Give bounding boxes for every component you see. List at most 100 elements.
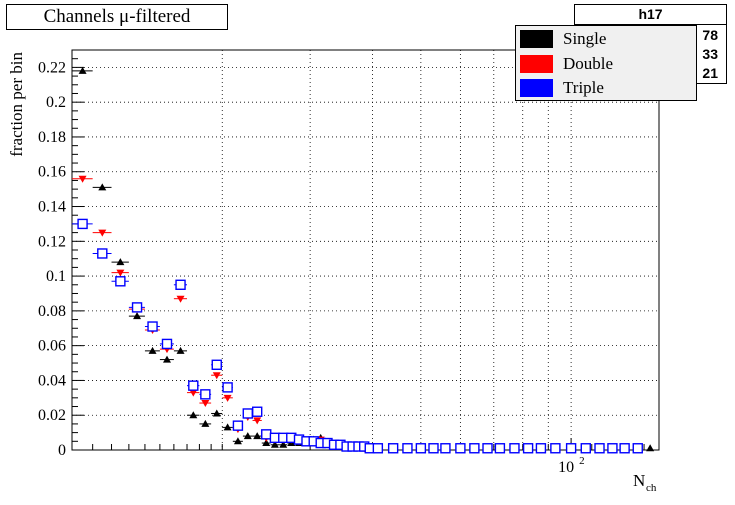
y-tick-label: 0.18 [38,129,66,146]
chart-title-box: Channels μ-filtered [6,4,228,30]
data-point-triple [580,443,591,454]
data-point-triple [494,443,506,454]
chart-title: Channels μ-filtered [43,6,191,27]
data-point-triple [147,321,158,332]
legend-entry-double: Double [520,54,696,74]
data-point-double [176,295,185,303]
y-tick-label: 0.2 [46,94,66,111]
data-point-double [253,417,262,425]
data-point-single [133,312,142,320]
data-point-triple [522,443,534,454]
legend-swatch-double [520,55,553,73]
data-point-triple [428,443,439,454]
label-layer: 0 0.02 0.04 0.06 0.08 0.1 0.12 0.14 0.16 0.18 0.2 0… [7,52,657,494]
data-point-double [78,175,87,183]
data-point-single [262,439,271,447]
legend-swatch-single [520,30,553,48]
legend: Single Double Triple [515,25,697,101]
x-tick-label: 10 [558,459,574,476]
legend-label-triple: Triple [563,78,604,97]
data-point-triple [607,443,618,454]
y-tick-label: 0.1 [46,268,66,285]
data-point-triple [535,443,547,454]
legend-swatch-triple [520,79,553,97]
data-point-single [646,444,655,452]
data-point-single [176,346,185,354]
data-point-triple [455,443,466,454]
data-point-triple [402,443,413,454]
data-point-triple [200,389,211,400]
data-point-single [279,440,288,448]
data-point-triple [550,443,561,454]
data-point-triple [188,380,199,391]
data-point-triple [482,443,493,454]
data-point-triple [632,443,643,454]
stats-row-1: 78 [702,27,718,43]
data-point-triple [387,443,399,454]
data-point-triple [619,443,630,454]
y-tick-label: 0 [58,442,66,459]
x-axis-label-subscript: ch [646,482,657,494]
data-point-triple [509,443,520,454]
y-tick-label: 0.14 [38,199,66,216]
data-point-single [189,411,198,419]
data-point-single [201,419,210,427]
y-tick-label: 0.12 [38,233,66,250]
y-tick-label: 0.22 [38,59,66,76]
data-point-triple [372,443,384,454]
data-point-triple [252,406,263,417]
y-tick-label: 0.08 [38,303,66,320]
y-axis-label: fraction per bin [7,52,26,157]
data-point-triple [232,420,244,431]
data-point-single [253,432,262,440]
data-point-single [78,66,87,74]
stats-row-2: 33 [702,46,718,62]
legend-label-double: Double [563,54,614,73]
data-point-triple [440,443,451,454]
data-point-double [212,372,221,380]
data-point-double [98,229,107,237]
data-point-triple [594,443,605,454]
y-tick-label: 0.06 [38,338,66,355]
data-point-triple [97,248,108,259]
data-point-single [233,437,242,445]
stats-row-3: 21 [702,65,718,81]
data-point-triple [131,302,143,313]
data-point-single [162,355,171,363]
legend-entry-triple: Triple [520,78,696,98]
data-point-single [98,183,107,191]
legend-label-single: Single [563,29,607,48]
data-point-triple [242,408,253,419]
mark-layer [72,66,655,454]
data-point-triple [175,279,186,290]
y-tick-label: 0.16 [38,164,66,181]
data-point-single [148,346,157,354]
y-tick-label: 0.04 [38,372,66,389]
data-point-single [243,432,252,440]
data-point-double [201,400,210,408]
x-tick-label-exponent: 2 [579,455,585,467]
y-tick-label: 0.02 [38,407,66,424]
data-point-triple [261,429,272,440]
data-point-triple [469,443,480,454]
legend-entry-single: Single [520,29,696,49]
data-point-triple [222,382,233,393]
data-point-double [223,394,232,402]
data-point-single [116,258,125,266]
data-point-triple [565,443,577,454]
data-point-double [189,389,198,397]
data-point-double [116,269,125,277]
x-axis-label: N [633,471,645,490]
data-point-triple [77,218,88,230]
stats-histogram-name: h17 [575,5,726,25]
data-point-triple [115,276,126,287]
data-point-single [270,440,279,448]
grid-layer [72,50,659,450]
data-point-single [212,409,221,417]
data-point-triple [211,359,222,370]
data-point-single [223,423,232,431]
data-point-triple [161,338,173,350]
data-point-triple [415,443,427,454]
